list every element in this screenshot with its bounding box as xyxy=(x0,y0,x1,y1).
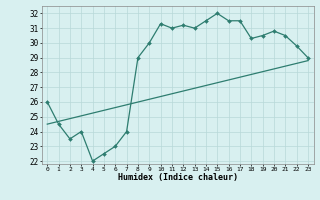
X-axis label: Humidex (Indice chaleur): Humidex (Indice chaleur) xyxy=(118,173,237,182)
